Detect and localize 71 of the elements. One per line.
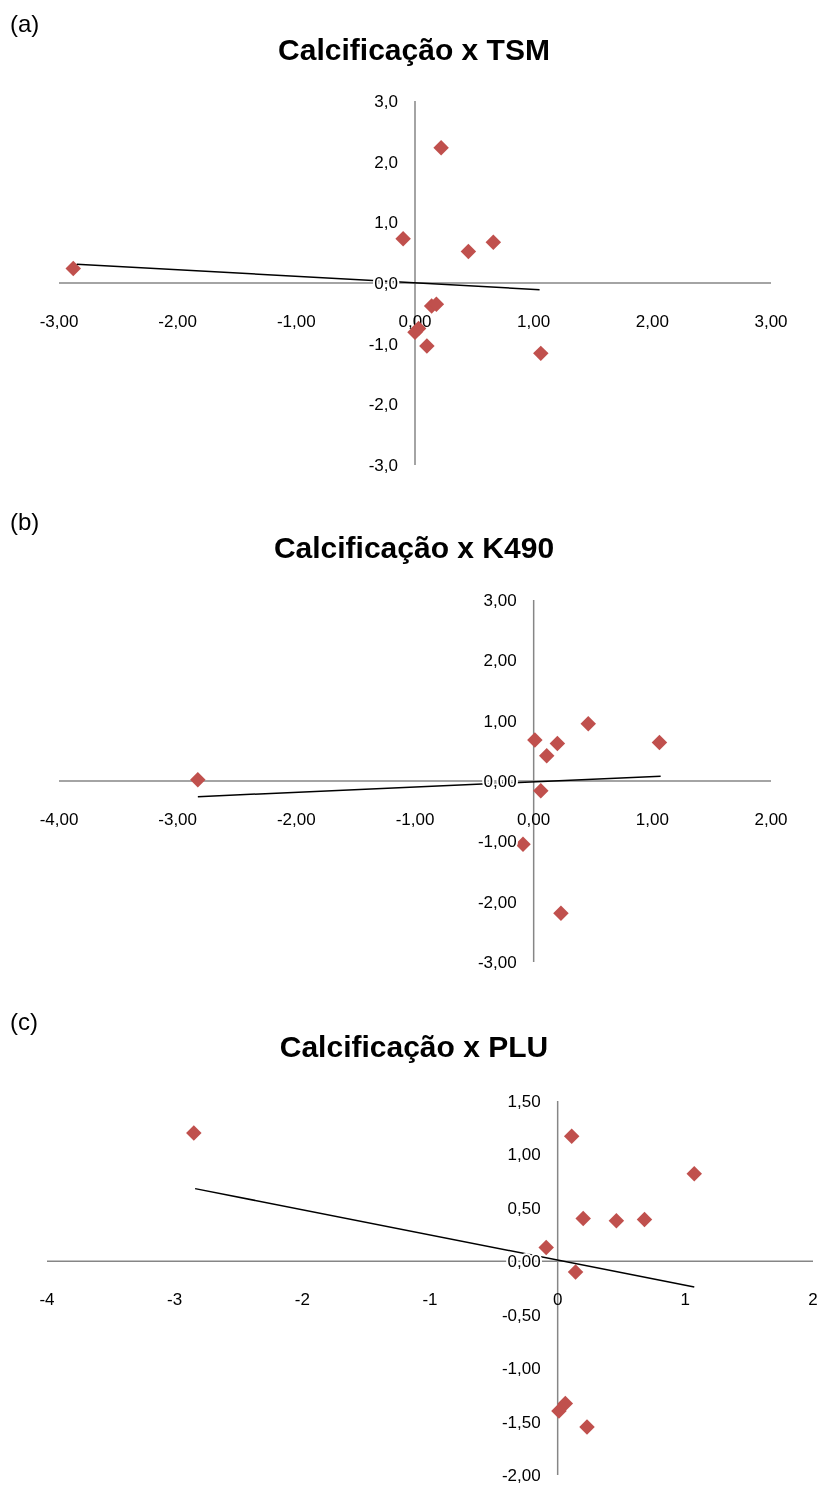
y-tick-label: -1,50 (501, 1412, 541, 1432)
point (557, 1395, 574, 1412)
point (533, 345, 549, 362)
point (608, 1212, 625, 1229)
y-tick-label: -3,0 (368, 456, 398, 475)
y-tick-label: 2,00 (483, 651, 517, 671)
point (575, 1210, 591, 1227)
point (460, 243, 477, 260)
x-tick-label: -3,00 (39, 312, 79, 331)
y-tick-label: 3,00 (483, 591, 517, 610)
point (65, 260, 81, 277)
x-tick-label: -2,00 (276, 810, 316, 829)
point (538, 1239, 554, 1256)
y-tick-label: -1,00 (477, 832, 517, 852)
point (549, 735, 566, 752)
x-tick-label: 1 (680, 1290, 691, 1310)
text: (b) (10, 508, 40, 535)
point (395, 230, 411, 247)
x-tick-label: 3,00 (754, 312, 788, 331)
y-tick-label: -1,0 (368, 334, 398, 354)
y-tick-label: -2,00 (477, 892, 517, 912)
x-tick-label: -3,00 (158, 810, 198, 829)
point (533, 782, 549, 799)
point (553, 905, 569, 921)
y-tick-label: -1,00 (501, 1359, 541, 1379)
chart-title: Calcificação x TSM (278, 33, 550, 66)
y-tick-label: 1,0 (374, 213, 398, 233)
point (186, 1125, 202, 1141)
point (580, 715, 596, 732)
point (567, 1264, 584, 1280)
point (538, 747, 555, 764)
y-tick-label: -0,50 (501, 1305, 541, 1325)
x-tick-label: 2 (808, 1290, 818, 1310)
y-tick-label: 1,00 (507, 1145, 541, 1165)
y-tick-label: 1,50 (507, 1092, 541, 1111)
x-tick-label: 0 (552, 1290, 563, 1310)
y-tick-label: -2,0 (368, 395, 398, 415)
chart-title: Calcificação x K490 (273, 531, 555, 564)
y-tick-label: -2,00 (501, 1466, 541, 1485)
point (551, 1403, 567, 1419)
point (563, 1128, 580, 1145)
x-tick-label: -4,00 (39, 810, 79, 829)
x-tick-label: -1,00 (395, 810, 435, 829)
point (515, 836, 531, 853)
x-tick-label: -4 (39, 1290, 55, 1310)
x-tick-label: -3 (167, 1290, 183, 1310)
point (686, 1165, 703, 1182)
chart-title: Calcificação x PLU (279, 1030, 549, 1063)
y-tick-label: 1,00 (483, 711, 517, 731)
x-tick-label: -1 (422, 1290, 438, 1310)
y-tick-label: 0,50 (507, 1198, 541, 1218)
x-tick-label: 1,00 (635, 810, 669, 829)
point (651, 734, 668, 751)
x-tick-label: 2,00 (635, 312, 669, 331)
y-tick-label: 0,00 (507, 1252, 541, 1272)
x-tick-label: -2,00 (158, 312, 198, 331)
point (433, 139, 449, 156)
y-tick-label: -3,00 (477, 953, 517, 972)
y-tick-label: 2,0 (374, 152, 398, 172)
x-tick-label: -2 (294, 1290, 310, 1310)
point (527, 732, 543, 748)
y-tick-label: 3,0 (374, 92, 398, 111)
point (485, 234, 502, 251)
x-tick-label: 2,00 (754, 810, 788, 829)
point (636, 1211, 653, 1228)
point (419, 338, 435, 354)
point (579, 1419, 595, 1435)
text: (a) (10, 10, 40, 37)
point (190, 772, 206, 788)
x-tick-label: -1,00 (276, 312, 316, 331)
text: (c) (10, 1008, 38, 1035)
